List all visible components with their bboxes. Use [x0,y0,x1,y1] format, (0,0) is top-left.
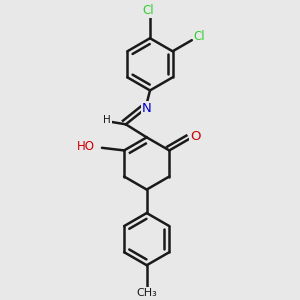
Text: CH₃: CH₃ [136,288,157,298]
Text: O: O [190,130,200,143]
Text: N: N [142,102,152,115]
Text: Cl: Cl [143,4,154,17]
Text: HO: HO [77,140,95,153]
Text: H: H [103,115,111,125]
Text: Cl: Cl [194,30,205,43]
